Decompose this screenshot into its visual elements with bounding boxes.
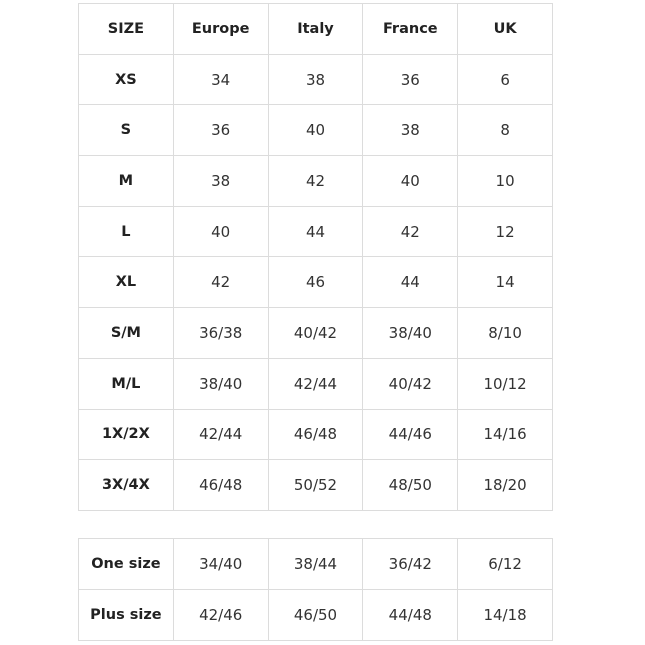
- value-cell: 48/50: [362, 459, 459, 511]
- header-cell: Europe: [172, 3, 269, 55]
- value-cell: 40: [267, 104, 364, 157]
- value-cell: 8: [457, 104, 553, 157]
- value-cell: 42/46: [172, 589, 269, 641]
- value-cell: 46/48: [267, 408, 364, 461]
- value-cell: 40: [362, 155, 459, 207]
- value-cell: 38/44: [267, 538, 364, 590]
- extra-size-table: One size 34/40 38/44 36/42 6/12 Plus size 42/4…: [78, 538, 553, 641]
- size-cell: XL: [78, 256, 174, 309]
- value-cell: 10: [457, 155, 553, 207]
- table-row: S/M 36/38 40/42 38/40 8/10: [78, 307, 553, 359]
- value-cell: 46/48: [172, 459, 269, 511]
- header-cell: Italy: [267, 3, 364, 55]
- value-cell: 38: [362, 104, 459, 157]
- value-cell: 50/52: [267, 459, 364, 511]
- table-row: 3X/4X 46/48 50/52 48/50 18/20: [78, 459, 553, 511]
- value-cell: 38: [172, 155, 269, 207]
- value-cell: 34: [172, 53, 269, 106]
- size-cell: 1X/2X: [78, 408, 174, 461]
- value-cell: 40/42: [267, 307, 364, 359]
- value-cell: 36: [172, 104, 269, 157]
- size-cell: S: [78, 104, 174, 157]
- value-cell: 8/10: [457, 307, 553, 359]
- value-cell: 46/50: [267, 589, 364, 641]
- value-cell: 36: [362, 53, 459, 106]
- size-cell: XS: [78, 53, 174, 106]
- size-table: SIZE Europe Italy France UK XS 34 38 36 6 S 36 40 38 8…: [78, 3, 553, 511]
- table-row: XS 34 38 36 6: [78, 53, 553, 106]
- size-cell: M/L: [78, 357, 174, 410]
- value-cell: 42/44: [267, 357, 364, 410]
- value-cell: 14/16: [457, 408, 553, 461]
- table-row: XL 42 46 44 14: [78, 256, 553, 309]
- value-cell: 38/40: [172, 357, 269, 410]
- table-row: One size 34/40 38/44 36/42 6/12: [78, 538, 553, 590]
- table-row: Plus size 42/46 46/50 44/48 14/18: [78, 589, 553, 641]
- size-cell: S/M: [78, 307, 174, 359]
- value-cell: 42/44: [172, 408, 269, 461]
- size-cell: 3X/4X: [78, 459, 174, 511]
- value-cell: 40/42: [362, 357, 459, 410]
- value-cell: 34/40: [172, 538, 269, 590]
- value-cell: 6/12: [457, 538, 553, 590]
- value-cell: 44/48: [362, 589, 459, 641]
- table-row: M 38 42 40 10: [78, 155, 553, 207]
- table-row: L 40 44 42 12: [78, 205, 553, 258]
- header-cell: UK: [457, 3, 553, 55]
- value-cell: 18/20: [457, 459, 553, 511]
- value-cell: 12: [457, 205, 553, 258]
- header-row: SIZE Europe Italy France UK: [78, 3, 553, 55]
- value-cell: 10/12: [457, 357, 553, 410]
- value-cell: 36/38: [172, 307, 269, 359]
- value-cell: 6: [457, 53, 553, 106]
- header-cell: SIZE: [78, 3, 174, 55]
- value-cell: 42: [172, 256, 269, 309]
- value-cell: 44: [267, 205, 364, 258]
- value-cell: 14: [457, 256, 553, 309]
- value-cell: 42: [362, 205, 459, 258]
- header-cell: France: [362, 3, 459, 55]
- table-row: 1X/2X 42/44 46/48 44/46 14/16: [78, 408, 553, 461]
- value-cell: 40: [172, 205, 269, 258]
- value-cell: 44/46: [362, 408, 459, 461]
- value-cell: 42: [267, 155, 364, 207]
- value-cell: 14/18: [457, 589, 553, 641]
- size-cell: L: [78, 205, 174, 258]
- size-cell: One size: [78, 538, 174, 590]
- value-cell: 36/42: [362, 538, 459, 590]
- size-cell: M: [78, 155, 174, 207]
- value-cell: 38/40: [362, 307, 459, 359]
- value-cell: 38: [267, 53, 364, 106]
- value-cell: 44: [362, 256, 459, 309]
- table-row: M/L 38/40 42/44 40/42 10/12: [78, 357, 553, 410]
- table-row: S 36 40 38 8: [78, 104, 553, 157]
- size-cell: Plus size: [78, 589, 174, 641]
- value-cell: 46: [267, 256, 364, 309]
